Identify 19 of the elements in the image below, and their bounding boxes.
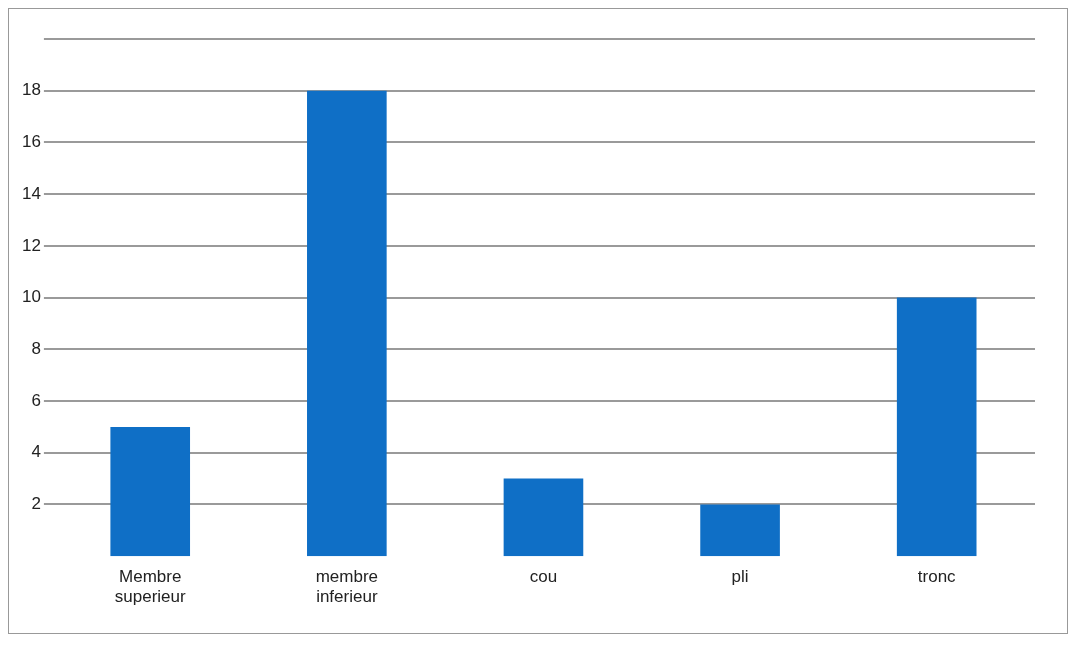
x-tick-label: Membre superieur [114,567,186,607]
bar [307,90,387,557]
y-tick-label: 16 [21,132,41,152]
bar [110,426,191,557]
y-tick-label: 10 [21,287,41,307]
y-tick-label: 12 [21,235,41,255]
y-tick-label: 14 [21,183,41,203]
x-tick-label: cou [529,567,558,587]
x-tick-label: tronc [917,567,957,587]
x-tick-label: pli [731,567,749,587]
y-tick-label: 4 [31,442,41,462]
y-tick-label: 6 [31,390,41,410]
y-tick-label: 18 [21,80,41,100]
bar [896,297,977,557]
y-tick-label: 8 [31,339,41,359]
y-tick-label: 2 [31,494,41,514]
bar [700,504,780,557]
bar [503,478,584,557]
x-tick-label: membre inferieur [315,567,379,607]
